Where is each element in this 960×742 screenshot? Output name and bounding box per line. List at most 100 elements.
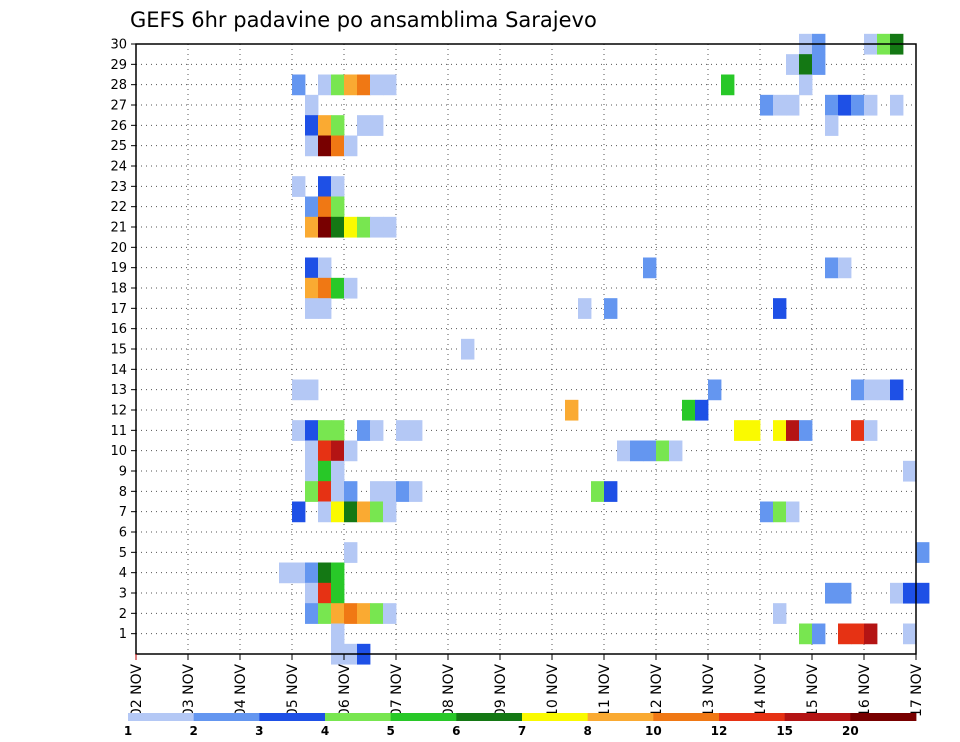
precip-cell bbox=[305, 440, 319, 462]
y-tick-label: 13 bbox=[110, 383, 127, 398]
x-tick-label: 17 NOV bbox=[909, 664, 925, 718]
precip-cell bbox=[734, 420, 748, 441]
precip-cell bbox=[851, 623, 865, 645]
colorbar-label: 20 bbox=[842, 724, 859, 738]
y-tick-label: 3 bbox=[119, 587, 127, 602]
precip-cell bbox=[305, 277, 319, 299]
precip-cell bbox=[838, 582, 852, 604]
precip-cell bbox=[799, 74, 813, 96]
precip-cell bbox=[903, 623, 917, 645]
precip-cell bbox=[331, 623, 345, 645]
grid-lines bbox=[136, 44, 916, 654]
x-tick-label: 12 NOV bbox=[649, 664, 665, 718]
precip-cell bbox=[318, 440, 332, 462]
precip-cell bbox=[461, 338, 475, 360]
precip-cell bbox=[344, 603, 358, 624]
precip-cell bbox=[318, 135, 332, 157]
precip-cell bbox=[773, 94, 787, 116]
precip-cell bbox=[825, 94, 839, 116]
precip-cell bbox=[305, 420, 319, 441]
y-tick-label: 19 bbox=[110, 261, 127, 276]
y-tick-label: 4 bbox=[119, 566, 127, 581]
precip-cell bbox=[370, 420, 384, 441]
colorbar-swatch bbox=[259, 713, 326, 721]
precip-cell bbox=[799, 623, 813, 645]
precip-cell bbox=[344, 542, 358, 563]
precip-cell bbox=[344, 481, 358, 502]
y-tick-label: 25 bbox=[110, 139, 127, 154]
x-tick-label: 07 NOV bbox=[389, 664, 405, 718]
precip-cell bbox=[357, 216, 371, 238]
colorbar-label: 5 bbox=[386, 724, 394, 738]
precip-cell bbox=[903, 582, 917, 604]
colorbar-label: 4 bbox=[321, 724, 329, 738]
y-tick-label: 12 bbox=[110, 404, 127, 419]
x-tick-label: 11 NOV bbox=[597, 664, 613, 718]
precip-cell bbox=[383, 501, 397, 523]
x-tick-label: 03 NOV bbox=[181, 664, 197, 718]
y-tick-label: 9 bbox=[119, 465, 127, 480]
precip-cell bbox=[331, 176, 345, 197]
precip-cell bbox=[305, 135, 319, 157]
y-tick-label: 7 bbox=[119, 505, 127, 520]
precip-cell bbox=[331, 603, 345, 624]
precip-cell bbox=[747, 420, 761, 441]
precip-cell bbox=[331, 481, 345, 502]
precip-cell bbox=[318, 176, 332, 197]
precip-cell bbox=[305, 115, 319, 136]
precip-cell bbox=[760, 501, 774, 523]
precip-cell bbox=[318, 298, 332, 319]
precip-cell bbox=[318, 420, 332, 441]
precip-cell bbox=[786, 420, 800, 441]
precip-cell bbox=[877, 379, 891, 401]
x-tick-label: 06 NOV bbox=[337, 664, 353, 718]
precip-cell bbox=[318, 115, 332, 136]
y-tick-label: 1 bbox=[119, 627, 127, 642]
precip-cell bbox=[344, 74, 358, 96]
y-tick-label: 23 bbox=[110, 180, 127, 195]
colorbar-label: 10 bbox=[645, 724, 662, 738]
precip-cell bbox=[604, 298, 618, 319]
y-tick-label: 8 bbox=[119, 485, 127, 500]
colorbar-label: 15 bbox=[776, 724, 793, 738]
precip-cell bbox=[331, 440, 345, 462]
x-tick-label: 04 NOV bbox=[233, 664, 249, 718]
precip-cell bbox=[370, 603, 384, 624]
y-tick-label: 28 bbox=[110, 78, 127, 93]
precip-cell bbox=[305, 257, 319, 279]
x-tick-label: 16 NOV bbox=[857, 664, 873, 718]
precip-cell bbox=[916, 542, 930, 563]
precip-cell bbox=[838, 94, 852, 116]
precip-cell bbox=[617, 440, 631, 462]
precipitation-cells bbox=[279, 33, 930, 665]
precip-cell bbox=[864, 94, 878, 116]
precip-cell bbox=[318, 460, 332, 482]
y-tick-label: 2 bbox=[119, 607, 127, 622]
precip-cell bbox=[721, 74, 735, 96]
precip-cell bbox=[305, 562, 319, 584]
precip-cell bbox=[591, 481, 605, 502]
colorbar-swatch bbox=[128, 713, 195, 721]
x-tick-label: 10 NOV bbox=[545, 664, 561, 718]
precip-cell bbox=[578, 298, 592, 319]
precip-cell bbox=[344, 216, 358, 238]
precip-cell bbox=[786, 54, 800, 75]
precip-cell bbox=[812, 54, 826, 75]
precip-cell bbox=[786, 501, 800, 523]
precip-cell bbox=[305, 481, 319, 502]
precip-cell bbox=[799, 420, 813, 441]
precip-cell bbox=[396, 481, 410, 502]
y-tick-label: 16 bbox=[110, 322, 127, 337]
precip-cell bbox=[331, 420, 345, 441]
precip-cell bbox=[643, 440, 657, 462]
precip-cell bbox=[318, 257, 332, 279]
precip-cell bbox=[331, 501, 345, 523]
precip-cell bbox=[760, 94, 774, 116]
precip-cell bbox=[331, 216, 345, 238]
colorbar-swatch bbox=[850, 713, 917, 721]
precip-cell bbox=[643, 257, 657, 279]
precip-cell bbox=[890, 582, 904, 604]
precip-cell bbox=[318, 501, 332, 523]
precip-cell bbox=[331, 135, 345, 157]
y-tick-label: 30 bbox=[110, 38, 127, 53]
